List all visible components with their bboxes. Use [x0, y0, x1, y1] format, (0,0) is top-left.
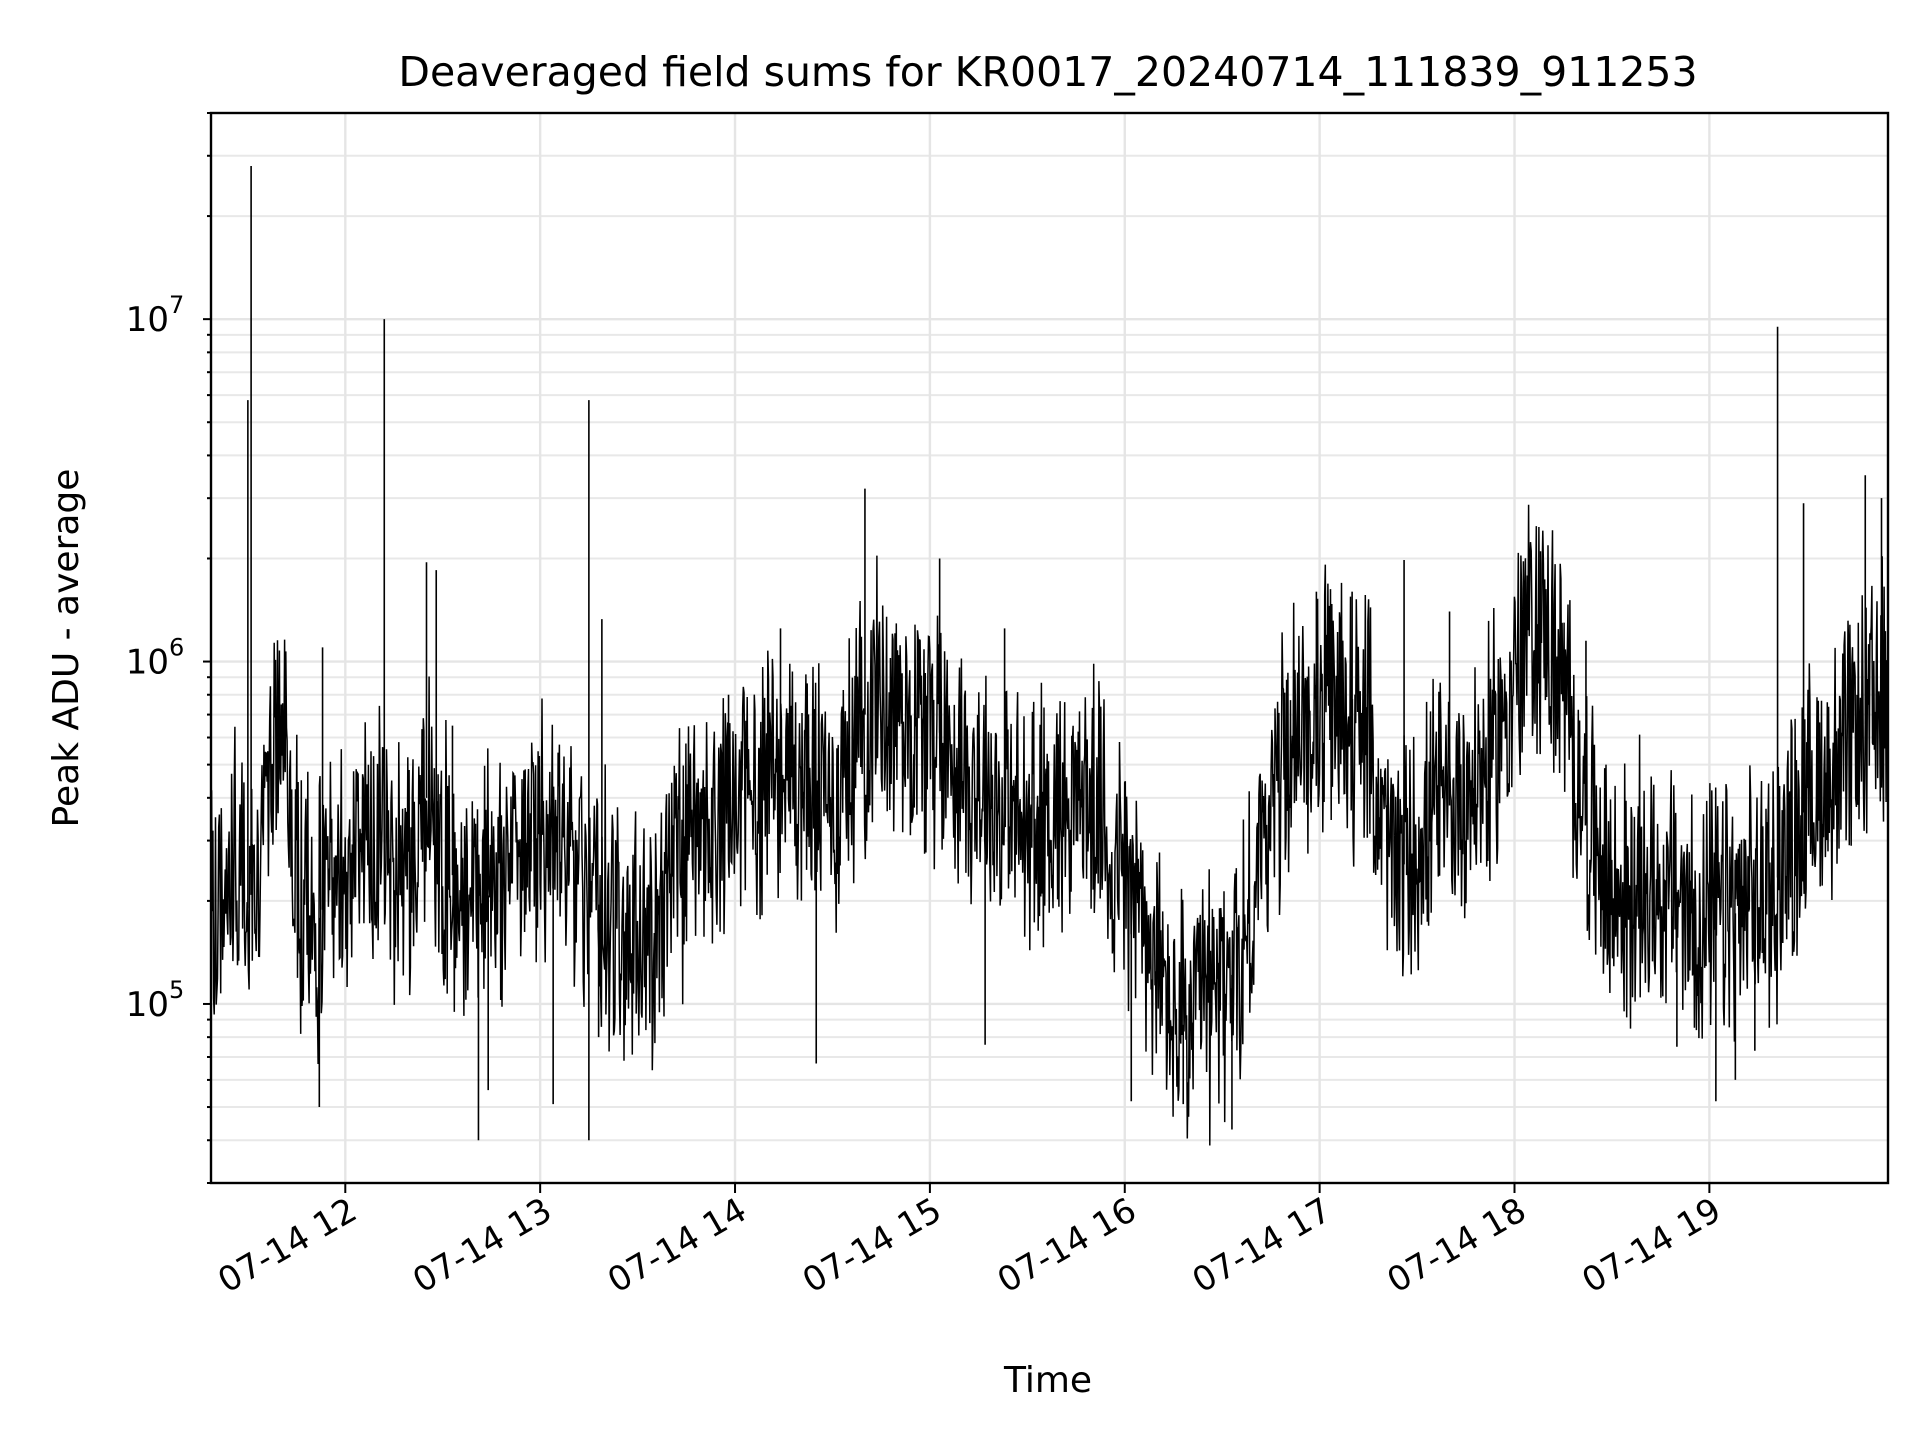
plot-frame — [209, 111, 1890, 1185]
y-tick-label-exponent: 6 — [169, 634, 184, 662]
y-tick-label: 10 — [126, 985, 169, 1025]
series-layer — [210, 166, 1889, 1146]
y-tick-label-exponent: 5 — [169, 976, 184, 1004]
y-tick-label-exponent: 7 — [169, 291, 184, 319]
y-tick-label: 10 — [126, 643, 169, 683]
chart-title: Deaveraged field sums for KR0017_2024071… — [398, 48, 1697, 96]
y-axis-label: Peak ADU - average — [46, 469, 87, 828]
y-tick-label: 10 — [126, 300, 169, 340]
x-axis-label: Time — [1003, 1360, 1092, 1401]
series-line — [210, 504, 1889, 1146]
